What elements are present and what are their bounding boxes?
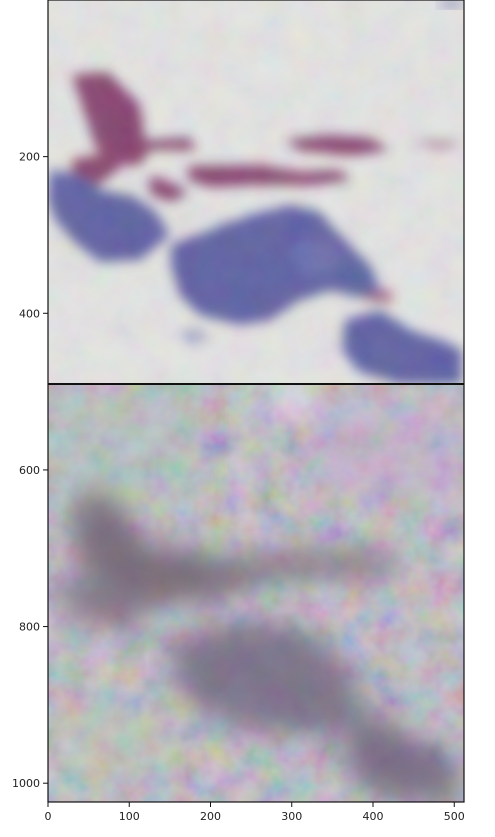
y-tick-label: 1000 <box>12 777 40 790</box>
top-image-panel <box>48 0 464 384</box>
y-axis: 200 400 600 800 1000 <box>12 151 48 790</box>
x-tick-label: 500 <box>444 810 465 823</box>
x-tick-label: 300 <box>281 810 302 823</box>
x-tick-label: 0 <box>45 810 52 823</box>
axes-frame <box>47 0 465 803</box>
y-tick-label: 400 <box>19 307 40 320</box>
x-tick-label: 200 <box>200 810 221 823</box>
x-tick-label: 400 <box>363 810 384 823</box>
y-tick-label: 200 <box>19 151 40 164</box>
x-tick-label: 100 <box>119 810 140 823</box>
bottom-image-panel <box>48 384 464 802</box>
y-tick-label: 800 <box>19 621 40 634</box>
y-tick-label: 600 <box>19 464 40 477</box>
x-axis: 0 100 200 300 400 500 <box>45 802 465 823</box>
